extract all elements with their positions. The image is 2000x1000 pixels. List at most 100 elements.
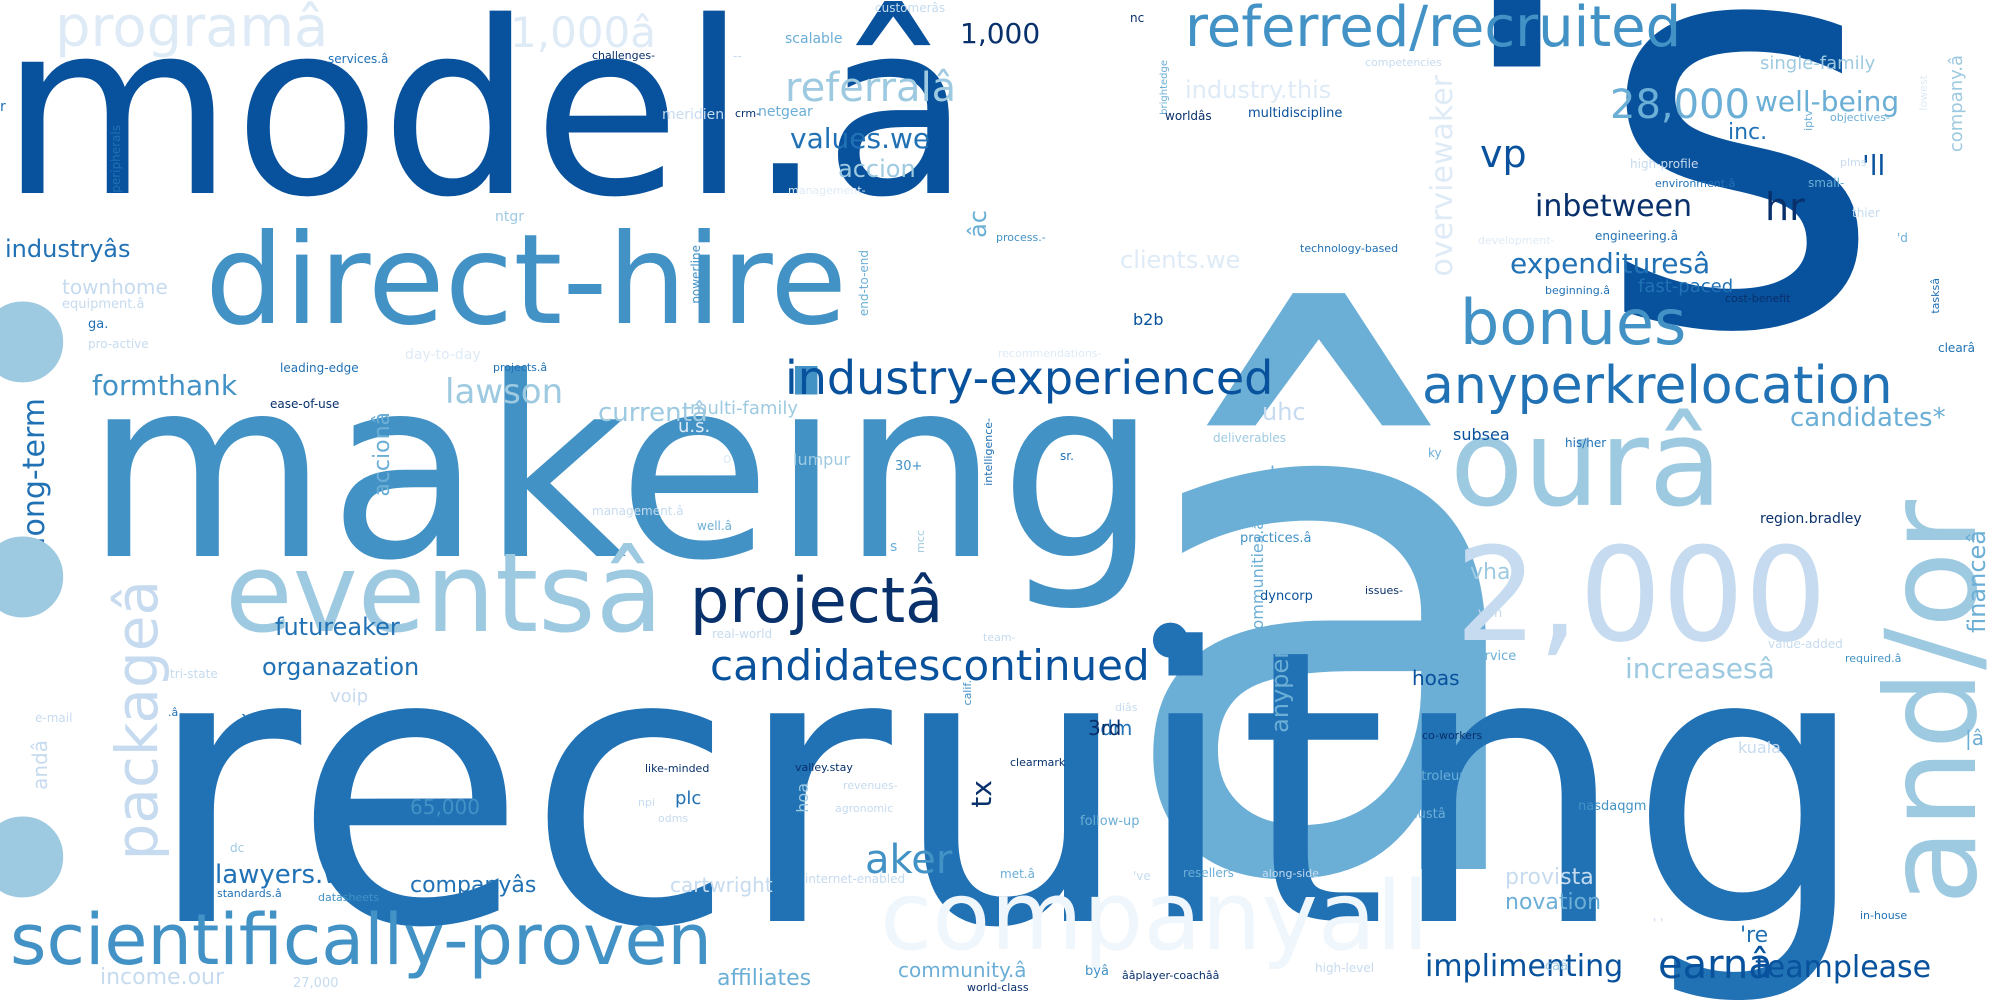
word-community-a: community.â — [898, 958, 1027, 982]
word-dot-2: • — [0, 445, 105, 725]
word-twenty-seven-thousand: 27,000 — [293, 976, 339, 991]
word-process-dash: process.- — [996, 231, 1046, 244]
word-affiliates: affiliates — [717, 966, 812, 991]
word-value-added: value-added — [1768, 637, 1843, 651]
word-ntgr: ntgr — [495, 209, 525, 225]
word-communities-a: communities.â — [1248, 520, 1267, 639]
word-high-profile: high-profile — [1630, 157, 1699, 171]
word-peripherals: peripherals — [109, 125, 123, 193]
word-beginning-a: beginning.â — [1545, 284, 1610, 297]
word-internet-enabled: internet-enabled — [805, 872, 906, 886]
word-management-a: management.â — [592, 504, 684, 518]
word-vp: vp — [1480, 132, 1527, 176]
word-small: small- — [1808, 176, 1845, 190]
word-revenues: revenues- — [843, 779, 898, 792]
word-industry-experienced: industry-experienced — [785, 351, 1274, 405]
word-uhc: uhc — [1262, 398, 1306, 426]
word-apos-re: 're — [1740, 923, 1769, 948]
word-a-big: â — [1110, 201, 1552, 1000]
word-sixty-five-thousand: 65,000 — [410, 795, 480, 819]
word-apos-ve: 've — [1133, 869, 1151, 883]
word-development: development- — [1478, 234, 1555, 247]
word-multi-family: multi-family — [690, 398, 799, 419]
word-challenges: challenges- — [592, 49, 656, 62]
word-backticks: `` — [240, 713, 262, 738]
word-lawson: lawson — [445, 372, 564, 412]
word-clienta-s: clientâs — [1422, 751, 1465, 764]
word-ga: ga. — [88, 317, 109, 332]
word-pipe-a: |â — [1965, 726, 1984, 750]
word-worlda-s: worldâs — [1165, 109, 1212, 123]
word-dyncorp: dyncorp — [1260, 589, 1313, 604]
word-novation: novation — [1505, 890, 1602, 915]
word-high-level: high-level — [1315, 961, 1375, 975]
word-meridien: meridien — [662, 107, 725, 123]
word-thier: thier — [1852, 206, 1880, 220]
word-met-a: met.â — [1000, 867, 1035, 881]
word-b2b: b2b — [1133, 310, 1164, 329]
word-dot-a: .â — [168, 706, 179, 719]
word-hoas: hoas — [1412, 666, 1460, 690]
word-agronomic: agronomic — [835, 802, 894, 815]
word-e-mail: e-mail — [35, 711, 73, 725]
word-clear-a: clearâ — [1938, 341, 1975, 355]
word-co-workers: co-workers — [1422, 729, 1483, 742]
word-apos-d: 'd — [1897, 231, 1908, 245]
word-tasksa-c: tasksâ — [1929, 278, 1942, 314]
word-values-we: values.we — [790, 122, 931, 155]
word-customera-s: customerâs — [875, 1, 946, 15]
word-standards-a: standards.â — [217, 887, 282, 900]
word-o-letter: o — [723, 451, 732, 467]
word-townhome: townhome — [62, 275, 168, 299]
word-recommendations: recommendations- — [998, 347, 1102, 360]
word-end-to-end: end-to-end — [857, 250, 871, 317]
word-futureaker: futureaker — [275, 613, 400, 641]
word-team-a: team.â — [1275, 481, 1314, 494]
word-dot-1: • — [0, 210, 105, 490]
word-income-our: income.our — [100, 965, 225, 990]
word-packagea: packageâ — [103, 580, 171, 861]
word-environment-a: environment.â — [1655, 177, 1736, 190]
word-voip: voip — [330, 686, 369, 707]
word-his-her: his/her — [1565, 436, 1607, 450]
word-well-a: well.â — [697, 519, 733, 533]
word-brightedge: brightedge — [1159, 60, 1170, 115]
word-candidates-star: candidates* — [1790, 403, 1946, 433]
word-twenty-eight-thousand: 28,000 — [1610, 82, 1750, 128]
word-odms: odms — [658, 812, 689, 825]
word-lawyers-we: lawyers.we — [215, 860, 361, 890]
word-projecta: projectâ — [690, 564, 944, 637]
word-one-thousand: 1,000 — [960, 17, 1041, 50]
word-companya-s: companyâs — [410, 873, 537, 898]
word-plms: plms — [1840, 156, 1867, 169]
word-player-coach: ââplayer-coachââ — [1122, 969, 1220, 982]
word-day-to-day: day-to-day — [405, 347, 481, 363]
word-organazation: organazation — [262, 653, 420, 681]
word-expendituresa: expendituresâ — [1510, 247, 1711, 280]
word-provista: provista — [1505, 865, 1594, 890]
word-single-family: single-family — [1760, 53, 1876, 74]
word-makeing: makeing — [85, 324, 1158, 615]
word-dot-4: • — [1135, 575, 1206, 714]
word-engineering-a: engineering.â — [1595, 229, 1678, 243]
word-lumpur: lumpur — [793, 450, 851, 469]
word-multidiscipline: multidiscipline — [1248, 106, 1343, 121]
word-fast-paced: fast-paced — [1638, 276, 1734, 297]
word-iptv: iptv — [1802, 110, 1815, 131]
word-petroleuma: petroleumâ — [1405, 769, 1480, 784]
word-sr: sr. — [1060, 449, 1074, 463]
word-like-minded: like-minded — [645, 762, 710, 775]
word-caa: caâ — [1545, 959, 1569, 974]
word-nc: nc — [1130, 11, 1145, 25]
word-objectives: objectives- — [1830, 111, 1890, 124]
word-nasdaqgm: nasdaqgm — [1578, 799, 1647, 814]
word-npi: npi — [638, 796, 656, 809]
word-kuala: kuala — [1738, 738, 1781, 757]
word-dc: dc — [230, 841, 245, 855]
word-eventsa: eventsâ — [225, 529, 664, 657]
word-required-a: required.â — [1845, 652, 1902, 665]
word-acciona: accionâ — [370, 412, 395, 497]
word-apos-ll: 'll — [1862, 149, 1886, 182]
word-apostrophes: ' ' — [1653, 916, 1664, 930]
word-anyperk: anyperk — [1266, 635, 1294, 733]
